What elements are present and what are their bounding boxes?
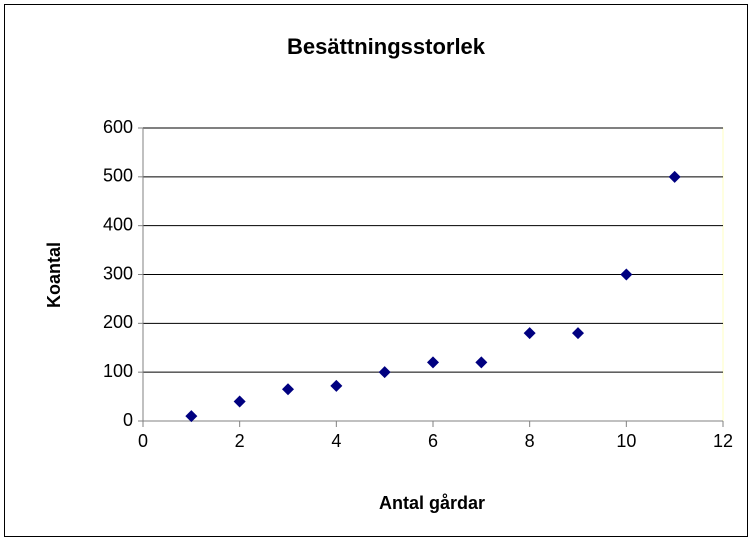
marker	[233, 395, 246, 408]
x-tick-label: 4	[331, 431, 341, 451]
x-axis-label: Antal gårdar	[379, 493, 485, 513]
y-tick-label: 600	[103, 117, 133, 137]
y-axis-label: Koantal	[44, 242, 64, 308]
y-tick-label: 0	[123, 410, 133, 430]
chart-title: Besättningsstorlek	[287, 34, 486, 59]
marker	[668, 170, 681, 183]
marker	[620, 268, 633, 281]
x-tick-label: 12	[713, 431, 733, 451]
y-tick-label: 500	[103, 166, 133, 186]
marker	[185, 410, 198, 423]
marker	[475, 356, 488, 369]
marker	[282, 383, 294, 396]
y-tick-label: 100	[103, 361, 133, 381]
marker	[427, 356, 439, 369]
x-tick-label: 2	[235, 431, 245, 451]
x-tick-label: 8	[525, 431, 535, 451]
x-tick-label: 10	[616, 431, 636, 451]
marker	[330, 379, 343, 392]
x-tick-label: 6	[428, 431, 438, 451]
y-tick-label: 300	[103, 263, 133, 283]
marker	[378, 366, 391, 379]
marker	[572, 327, 584, 340]
y-tick-label: 200	[103, 312, 133, 332]
marker	[523, 327, 536, 340]
y-tick-label: 400	[103, 214, 133, 234]
x-tick-label: 0	[138, 431, 148, 451]
